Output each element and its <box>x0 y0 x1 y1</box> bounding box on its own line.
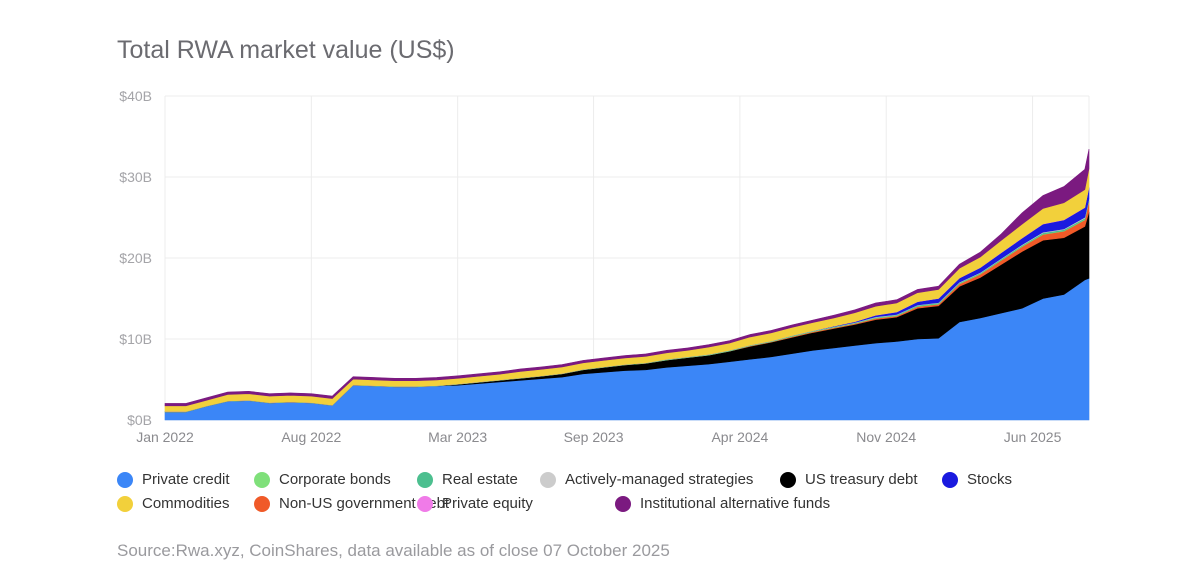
x-tick-label: Sep 2023 <box>564 429 624 445</box>
legend-swatch-icon <box>117 495 133 512</box>
legend-label: Commodities <box>142 495 230 512</box>
legend-label: Stocks <box>967 471 1013 488</box>
legend-label: Corporate bonds <box>279 471 391 488</box>
x-tick-label: Mar 2023 <box>428 429 487 445</box>
x-tick-label: Aug 2022 <box>281 429 341 445</box>
legend-item[interactable]: Private equity <box>417 495 533 512</box>
legend-item[interactable]: Private credit <box>117 471 230 488</box>
y-tick-label: $40B <box>119 88 152 104</box>
y-tick-label: $30B <box>119 169 152 185</box>
x-tick-label: Jan 2022 <box>136 429 194 445</box>
y-tick-label: $0B <box>127 412 152 428</box>
legend-swatch-icon <box>942 471 958 488</box>
x-tick-label: Jun 2025 <box>1004 429 1062 445</box>
legend-item[interactable]: Corporate bonds <box>254 471 391 488</box>
legend-label: Non-US government debt <box>279 495 450 512</box>
legend-label: Actively-managed strategies <box>565 471 754 488</box>
legend-swatch-icon <box>417 495 433 512</box>
legend-label: Private credit <box>142 471 230 488</box>
legend-label: Real estate <box>442 471 518 488</box>
legend-item[interactable]: Institutional alternative funds <box>615 495 830 512</box>
legend-swatch-icon <box>417 471 433 488</box>
y-tick-label: $20B <box>119 250 152 266</box>
legend-swatch-icon <box>780 471 796 488</box>
legend-item[interactable]: Actively-managed strategies <box>540 471 753 488</box>
legend-item[interactable]: Non-US government debt <box>254 495 449 512</box>
legend-item[interactable]: US treasury debt <box>780 471 918 488</box>
x-tick-label: Nov 2024 <box>856 429 916 445</box>
source-note: Source:Rwa.xyz, CoinShares, data availab… <box>117 541 670 560</box>
legend-item[interactable]: Real estate <box>417 471 518 488</box>
legend-label: Institutional alternative funds <box>640 495 831 512</box>
legend-swatch-icon <box>254 471 270 488</box>
legend-label: US treasury debt <box>805 471 918 488</box>
legend-item[interactable]: Stocks <box>942 471 1012 488</box>
legend-label: Private equity <box>442 495 533 512</box>
x-tick-label: Apr 2024 <box>711 429 768 445</box>
area-institutional-alternative-funds <box>164 148 1090 407</box>
legend-swatch-icon <box>615 495 631 512</box>
legend-item[interactable]: Commodities <box>117 495 230 512</box>
chart-title: Total RWA market value (US$) <box>117 36 455 64</box>
legend-swatch-icon <box>117 471 133 488</box>
legend-swatch-icon <box>254 495 270 512</box>
legend-swatch-icon <box>540 471 556 488</box>
y-tick-label: $10B <box>119 331 152 347</box>
